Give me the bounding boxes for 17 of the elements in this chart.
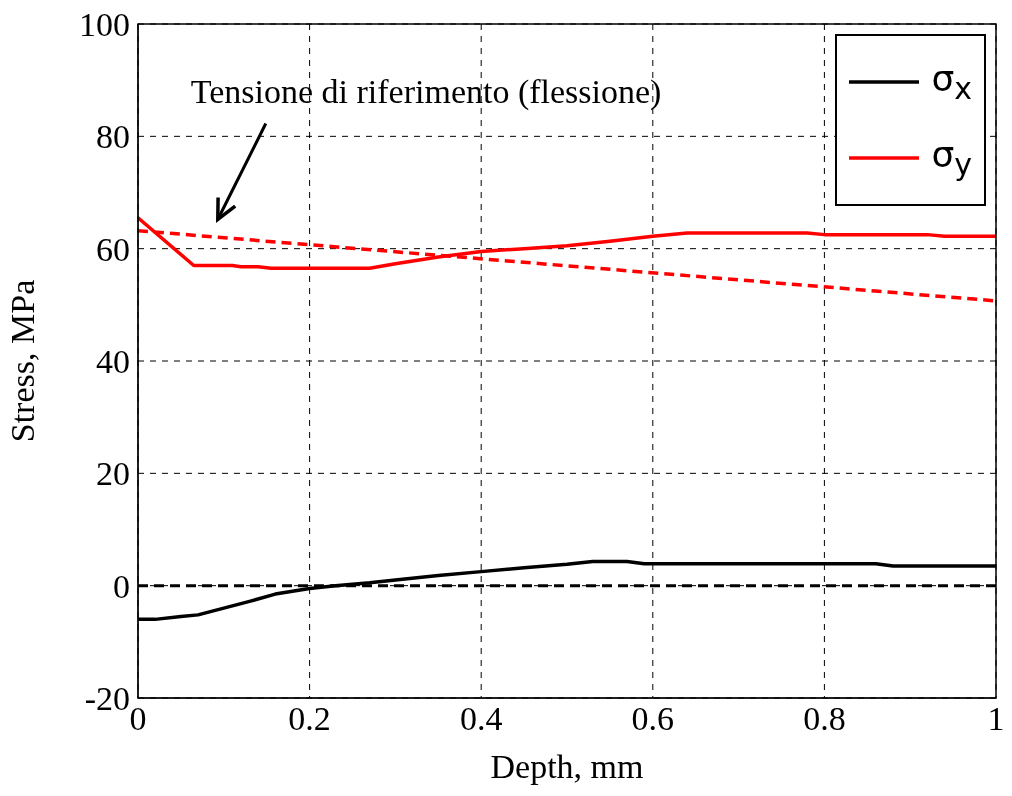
x-tick-label: 0.6 xyxy=(631,700,675,738)
y-tick-label: 20 xyxy=(96,455,130,493)
legend-label: σ$_{y}$ xyxy=(931,133,972,183)
x-tick-label: 1 xyxy=(987,700,1005,738)
y-tick-label: 40 xyxy=(96,343,130,381)
x-tick-label: 0.4 xyxy=(459,700,503,738)
x-tick-label: 0.2 xyxy=(288,700,331,738)
y-tick-label: 80 xyxy=(96,118,130,156)
x-tick-label: 0.8 xyxy=(803,700,846,738)
y-tick-label: 0 xyxy=(113,567,130,605)
y-tick-label: 100 xyxy=(79,6,130,44)
y-tick-label: -20 xyxy=(84,680,130,718)
y-tick-label: 60 xyxy=(96,230,130,268)
y-axis-title: Stress, MPa xyxy=(4,279,42,443)
x-axis-title: Depth, mm xyxy=(490,748,644,785)
annotation: Tensione di riferimento (flessione) xyxy=(190,73,662,112)
legend-label: σ$_{x}$ xyxy=(931,57,972,107)
